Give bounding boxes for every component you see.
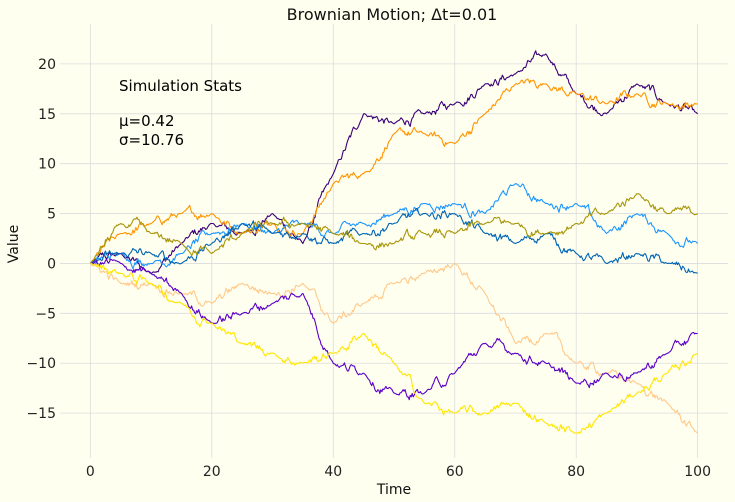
stats-mu: μ=0.42 [119, 112, 175, 130]
series-line-8 [90, 262, 698, 434]
x-tick-label: 0 [86, 464, 95, 480]
y-tick-label: 10 [38, 157, 56, 173]
series-line-5 [89, 193, 698, 264]
x-tick-label: 100 [684, 464, 711, 480]
x-tick-label: 40 [324, 464, 342, 480]
stats-sigma: σ=10.76 [119, 131, 184, 149]
x-axis-label: Time [376, 482, 411, 498]
y-axis-label: Value [6, 225, 22, 263]
chart-title: Brownian Motion; Δt=0.01 [287, 5, 498, 24]
tick-labels: 0 20 40 60 80 100 −15 −10 −5 0 5 10 15 20 [26, 57, 711, 480]
series-line-4 [90, 207, 698, 274]
y-tick-label: −10 [26, 356, 56, 372]
y-tick-label: 20 [38, 57, 56, 73]
y-tick-label: 5 [47, 207, 56, 223]
series-line-1 [90, 50, 698, 274]
y-tick-label: −5 [35, 306, 56, 322]
series-line-3 [90, 183, 699, 270]
y-tick-label: 0 [47, 256, 56, 272]
stats-box: Simulation Stats μ=0.42 σ=10.76 [119, 77, 242, 149]
series-line-2 [89, 78, 698, 264]
series-line-6 [90, 262, 698, 434]
series-line-7 [90, 258, 698, 401]
x-tick-label: 20 [203, 464, 221, 480]
x-tick-label: 60 [446, 464, 464, 480]
y-tick-label: 15 [38, 107, 56, 123]
stats-heading: Simulation Stats [119, 77, 242, 95]
x-tick-label: 80 [567, 464, 585, 480]
y-tick-label: −15 [26, 406, 56, 422]
series-group [89, 50, 699, 434]
